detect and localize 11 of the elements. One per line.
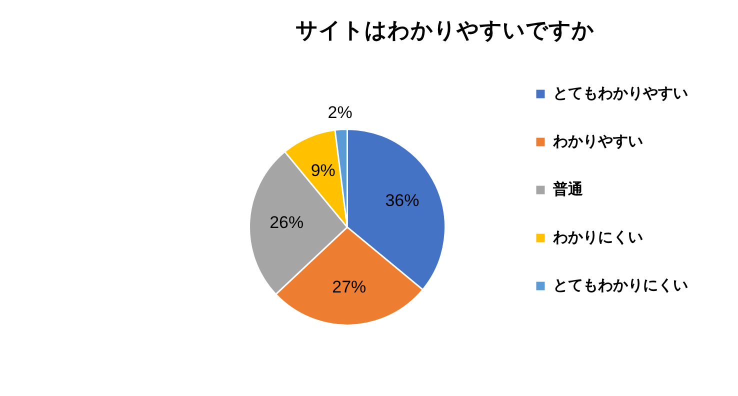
data-label: 26% xyxy=(270,213,304,232)
legend-label: 普通 xyxy=(552,180,584,198)
data-label: 9% xyxy=(310,161,336,180)
legend-label: わかりやすい xyxy=(552,133,643,150)
legend-label: わかりにくい xyxy=(552,229,643,246)
data-label: 2% xyxy=(328,103,352,122)
legend-label: とてもわかりにくい xyxy=(553,277,688,294)
data-label: 27% xyxy=(332,278,366,297)
legend-label: とてもわかりやすい xyxy=(553,85,688,102)
data-label: 36% xyxy=(385,191,420,210)
chart-title: サイトはわかりやすいですか xyxy=(296,17,594,42)
